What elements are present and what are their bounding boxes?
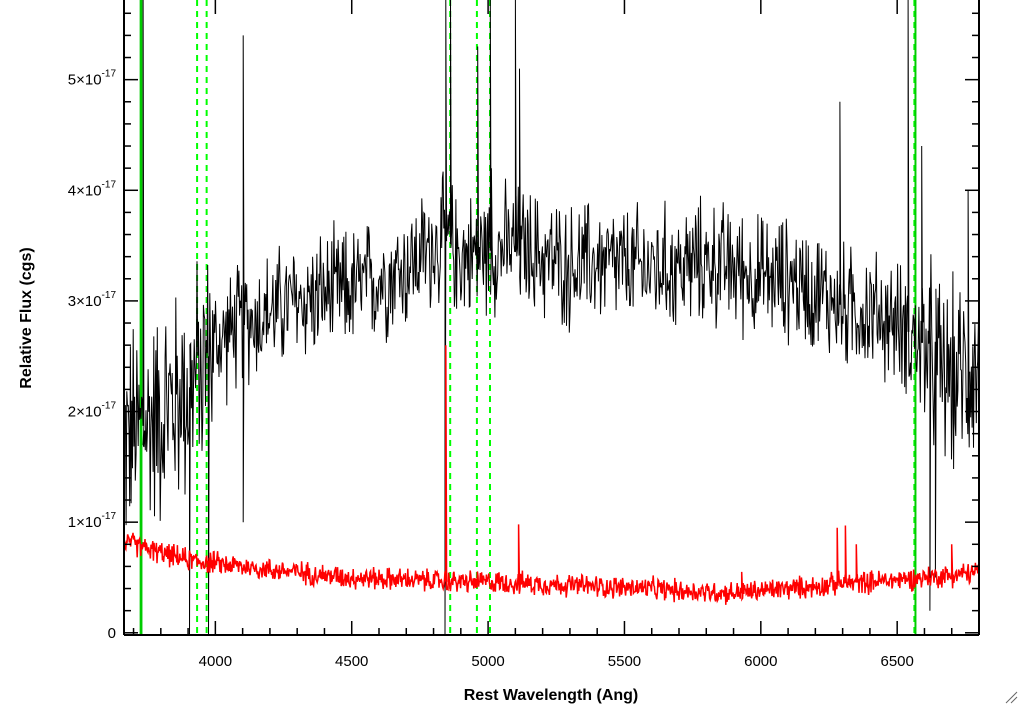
spectrum-path: [124, 345, 979, 605]
x-tick-label: 6500: [880, 653, 913, 670]
y-tick-label: 3×10-17: [68, 290, 117, 310]
observed-spectrum-line: [124, 0, 979, 635]
resize-grip-icon[interactable]: [1004, 690, 1018, 704]
x-tick-label: 5000: [471, 653, 504, 670]
y-tick-label: 2×10-17: [68, 401, 117, 421]
plot-axes: [123, 0, 980, 636]
tick-labels: 4000 4500 5000 5500 6000 6500 0 1×10-17 2×10-17 3…: [68, 69, 914, 670]
x-tick-label: 4000: [199, 653, 232, 670]
y-tick-label: 5×10-17: [68, 69, 117, 89]
spectrum-series: [124, 0, 979, 635]
y-tick-label: 0: [108, 625, 116, 642]
y-tick-label: 4×10-17: [68, 179, 117, 199]
x-tick-label: 5500: [608, 653, 641, 670]
tick-marks: [124, 0, 980, 635]
x-axis-label: Rest Wavelength (Ang): [464, 687, 639, 704]
x-tick-label: 4500: [335, 653, 368, 670]
y-axis-label: Relative Flux (cgs): [18, 247, 35, 388]
model-spectrum-line: [124, 345, 979, 605]
y-tick-label: 1×10-17: [68, 511, 117, 531]
spectrum-path: [124, 0, 979, 635]
x-tick-label: 6000: [744, 653, 777, 670]
